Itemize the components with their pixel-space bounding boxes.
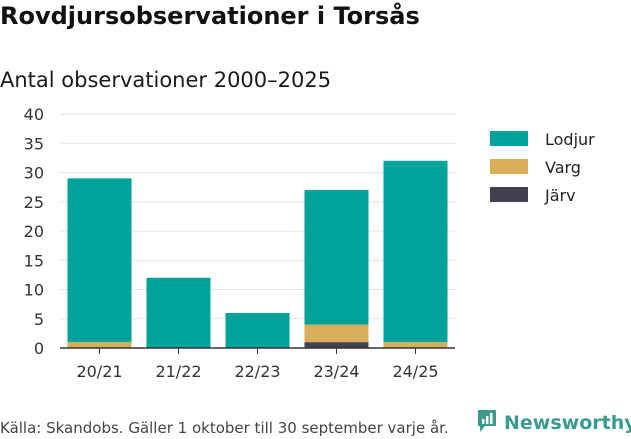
y-tick-label: 20	[24, 222, 44, 241]
y-tick-label: 10	[24, 281, 44, 300]
bar-lodjur	[383, 160, 448, 343]
bar-järv	[304, 342, 369, 348]
y-tick-label: 0	[34, 339, 44, 358]
y-tick-label: 25	[24, 193, 44, 212]
x-tick-label: 20/21	[76, 362, 122, 381]
newsworthy-logo: Newsworthy	[476, 408, 631, 438]
bar-varg	[67, 342, 132, 348]
legend-label: Varg	[545, 158, 581, 177]
bar-lodjur	[67, 178, 132, 343]
legend-swatch	[490, 159, 528, 174]
y-tick-label: 15	[24, 251, 44, 270]
legend-label: Järv	[544, 186, 576, 205]
x-tick-label: 24/25	[392, 362, 438, 381]
x-tick-label: 21/22	[155, 362, 201, 381]
bar-varg	[383, 342, 448, 348]
y-tick-label: 40	[24, 105, 44, 124]
bar-lodjur	[146, 277, 211, 348]
y-tick-label: 30	[24, 164, 44, 183]
bar-lodjur	[225, 312, 290, 348]
x-tick-label: 22/23	[234, 362, 280, 381]
legend-label: Lodjur	[545, 130, 595, 149]
brand-name: Newsworthy	[504, 412, 631, 434]
legend-swatch	[490, 131, 528, 146]
bar-lodjur	[304, 190, 369, 325]
newsworthy-logo-icon	[476, 408, 498, 438]
bar-varg	[304, 324, 369, 343]
x-tick-label: 23/24	[313, 362, 359, 381]
source-note: Källa: Skandobs. Gäller 1 oktober till 3…	[0, 419, 449, 437]
y-tick-label: 35	[24, 134, 44, 153]
chart-title: Rovdjursobservationer i Torsås	[0, 2, 420, 30]
chart-subtitle: Antal observationer 2000–2025	[0, 68, 332, 92]
y-tick-label: 5	[34, 310, 44, 329]
legend-swatch	[490, 187, 528, 202]
